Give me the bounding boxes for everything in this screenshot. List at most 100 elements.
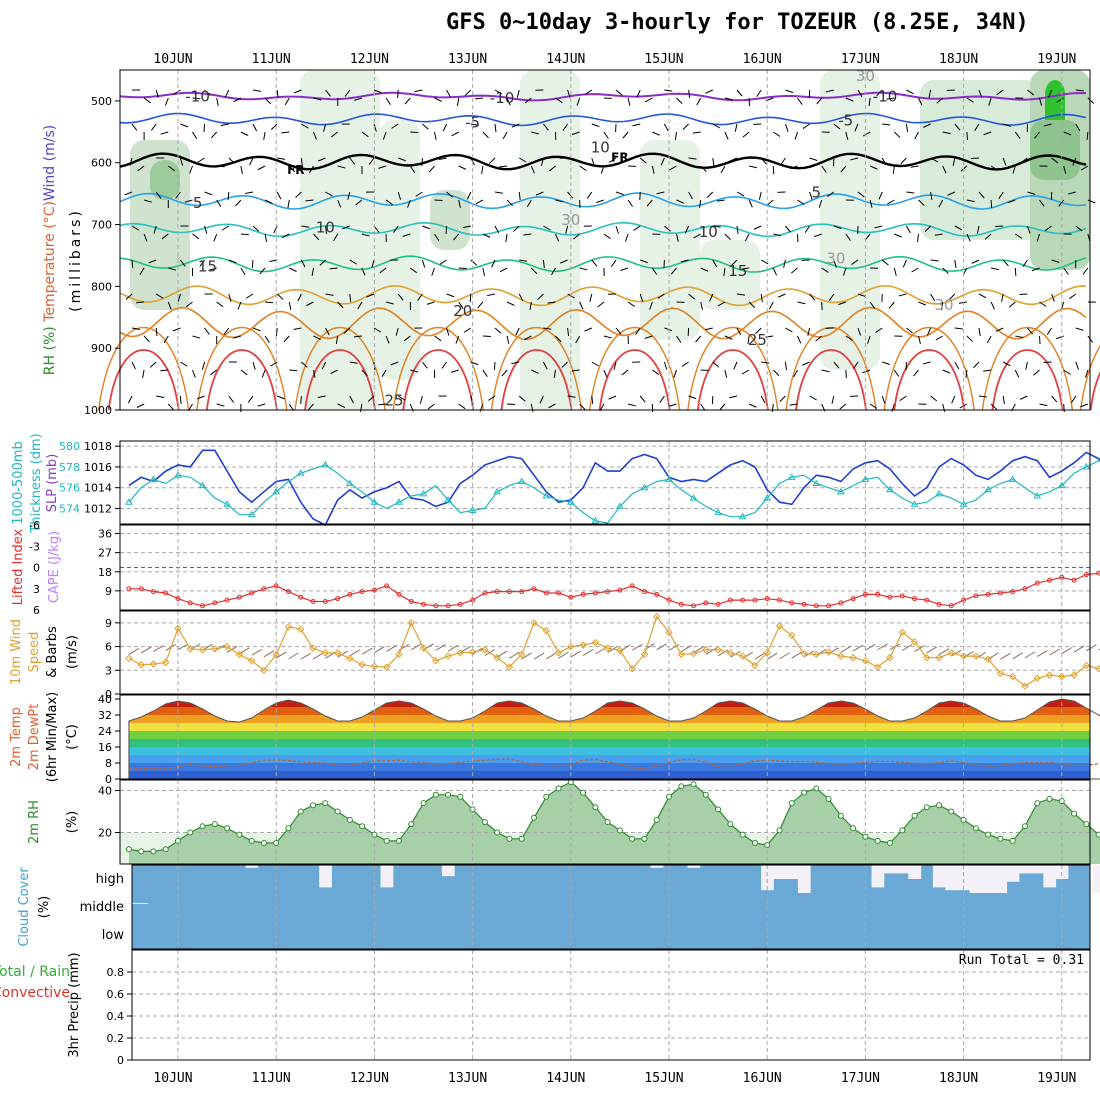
- wind-tick-label: 3: [105, 664, 112, 677]
- li-marker: [948, 603, 954, 609]
- rh-tick-label: 40: [98, 785, 112, 798]
- precip-tick-label: 0.4: [107, 1010, 125, 1023]
- top-day-label: 10JUN: [153, 52, 192, 67]
- wind-barb: [785, 225, 791, 233]
- wind-barb: [579, 267, 588, 271]
- temp-band: [128, 771, 1090, 779]
- wind-speed-marker: [137, 661, 145, 669]
- li-marker: [801, 601, 807, 607]
- wind-barb: [368, 157, 375, 165]
- wind-barb: [434, 233, 440, 241]
- wind-barb: [397, 191, 402, 200]
- wind-barb: [709, 293, 714, 302]
- wind-barb: [670, 267, 677, 275]
- wind-barb: [712, 361, 720, 368]
- wind-barb: [446, 191, 453, 198]
- wind-barb: [131, 327, 140, 331]
- wind-barb: [831, 395, 835, 404]
- li-marker: [163, 590, 169, 596]
- wind-speed-marker: [198, 646, 207, 654]
- rh-marker: [1034, 800, 1041, 807]
- wind-barb: [918, 335, 921, 344]
- wind-barb: [529, 301, 532, 310]
- rh-marker: [285, 825, 292, 832]
- thickness-marker: [984, 485, 993, 493]
- wind-barb: [289, 267, 297, 272]
- high-cloud-gap: [908, 865, 922, 879]
- li-marker: [1096, 570, 1100, 576]
- wind-barb: [506, 199, 514, 207]
- wind-speed-marker: [677, 650, 685, 659]
- li-marker: [678, 601, 684, 607]
- thickness-marker: [910, 500, 919, 507]
- wind-barb: [783, 259, 786, 268]
- precip-convective-label: Convective: [0, 985, 70, 1001]
- wind-barb: [361, 647, 373, 655]
- wind-barb: [216, 97, 219, 106]
- wind-barb: [1063, 369, 1071, 375]
- li-marker: [961, 597, 967, 603]
- wind-speed-marker: [1008, 672, 1017, 681]
- wind-barb: [600, 165, 605, 174]
- wind-barb: [397, 89, 399, 99]
- wind-barb: [579, 403, 586, 411]
- wind-barb: [760, 293, 763, 302]
- wind-barb: [706, 191, 714, 199]
- wind-barb: [591, 123, 600, 128]
- hot-contour: [500, 349, 573, 411]
- temperature-contour: [119, 91, 1087, 102]
- wind-speed-marker: [174, 624, 182, 633]
- wind-barb: [1069, 293, 1077, 300]
- wind-barb: [676, 97, 683, 105]
- wind-barb: [935, 335, 943, 341]
- wind-barb: [862, 131, 871, 137]
- wind-barb: [603, 369, 608, 378]
- wind-barb: [240, 267, 246, 276]
- wind-barb: [978, 89, 983, 98]
- wind-barb: [233, 97, 242, 103]
- wind-barb: [311, 267, 314, 276]
- li-marker: [543, 590, 549, 596]
- wind-barb: [681, 361, 689, 367]
- temperature-contour: [119, 255, 1087, 273]
- wind-barb: [287, 199, 290, 208]
- temp-tick-label: 0: [105, 773, 112, 786]
- wind-barb: [422, 123, 429, 130]
- wind-barb: [652, 369, 660, 375]
- wind-barb: [301, 225, 310, 228]
- wind-barb: [857, 89, 863, 98]
- wind-barb: [276, 293, 284, 300]
- wind-barb: [293, 89, 302, 94]
- panel-frame: [119, 440, 1091, 525]
- rh-marker: [297, 808, 304, 815]
- wind-barb: [793, 369, 798, 378]
- precip-axis-label: 3hr Precip (mm): [67, 952, 82, 1057]
- li-marker: [285, 589, 291, 595]
- li-tick-label: 0: [33, 562, 40, 575]
- rh-marker: [420, 800, 427, 807]
- wind-barb: [535, 191, 544, 196]
- wind-barb: [216, 301, 224, 308]
- wind-barb: [263, 131, 266, 140]
- wind-barb: [540, 157, 544, 166]
- thickness-marker: [542, 492, 551, 499]
- wind-barb: [325, 191, 333, 197]
- rh-marker: [788, 800, 795, 807]
- wind-barb: [918, 199, 925, 206]
- wind-speed-marker: [211, 645, 219, 653]
- wind-barb: [446, 293, 455, 298]
- wind-barb: [533, 652, 545, 660]
- wind-barb: [153, 225, 157, 234]
- wind-barb: [317, 395, 326, 399]
- wind-barb: [499, 165, 508, 168]
- wind-barb: [984, 233, 992, 240]
- wind-barb: [458, 301, 464, 309]
- wind-speed-marker: [162, 658, 170, 667]
- wind-barb: [744, 233, 750, 242]
- wind-barb: [930, 293, 936, 302]
- wind-barb: [197, 157, 205, 163]
- rh-marker: [494, 829, 501, 836]
- hot-contour: [981, 327, 1074, 411]
- rh-marker: [175, 837, 181, 844]
- wind-barb: [442, 123, 448, 132]
